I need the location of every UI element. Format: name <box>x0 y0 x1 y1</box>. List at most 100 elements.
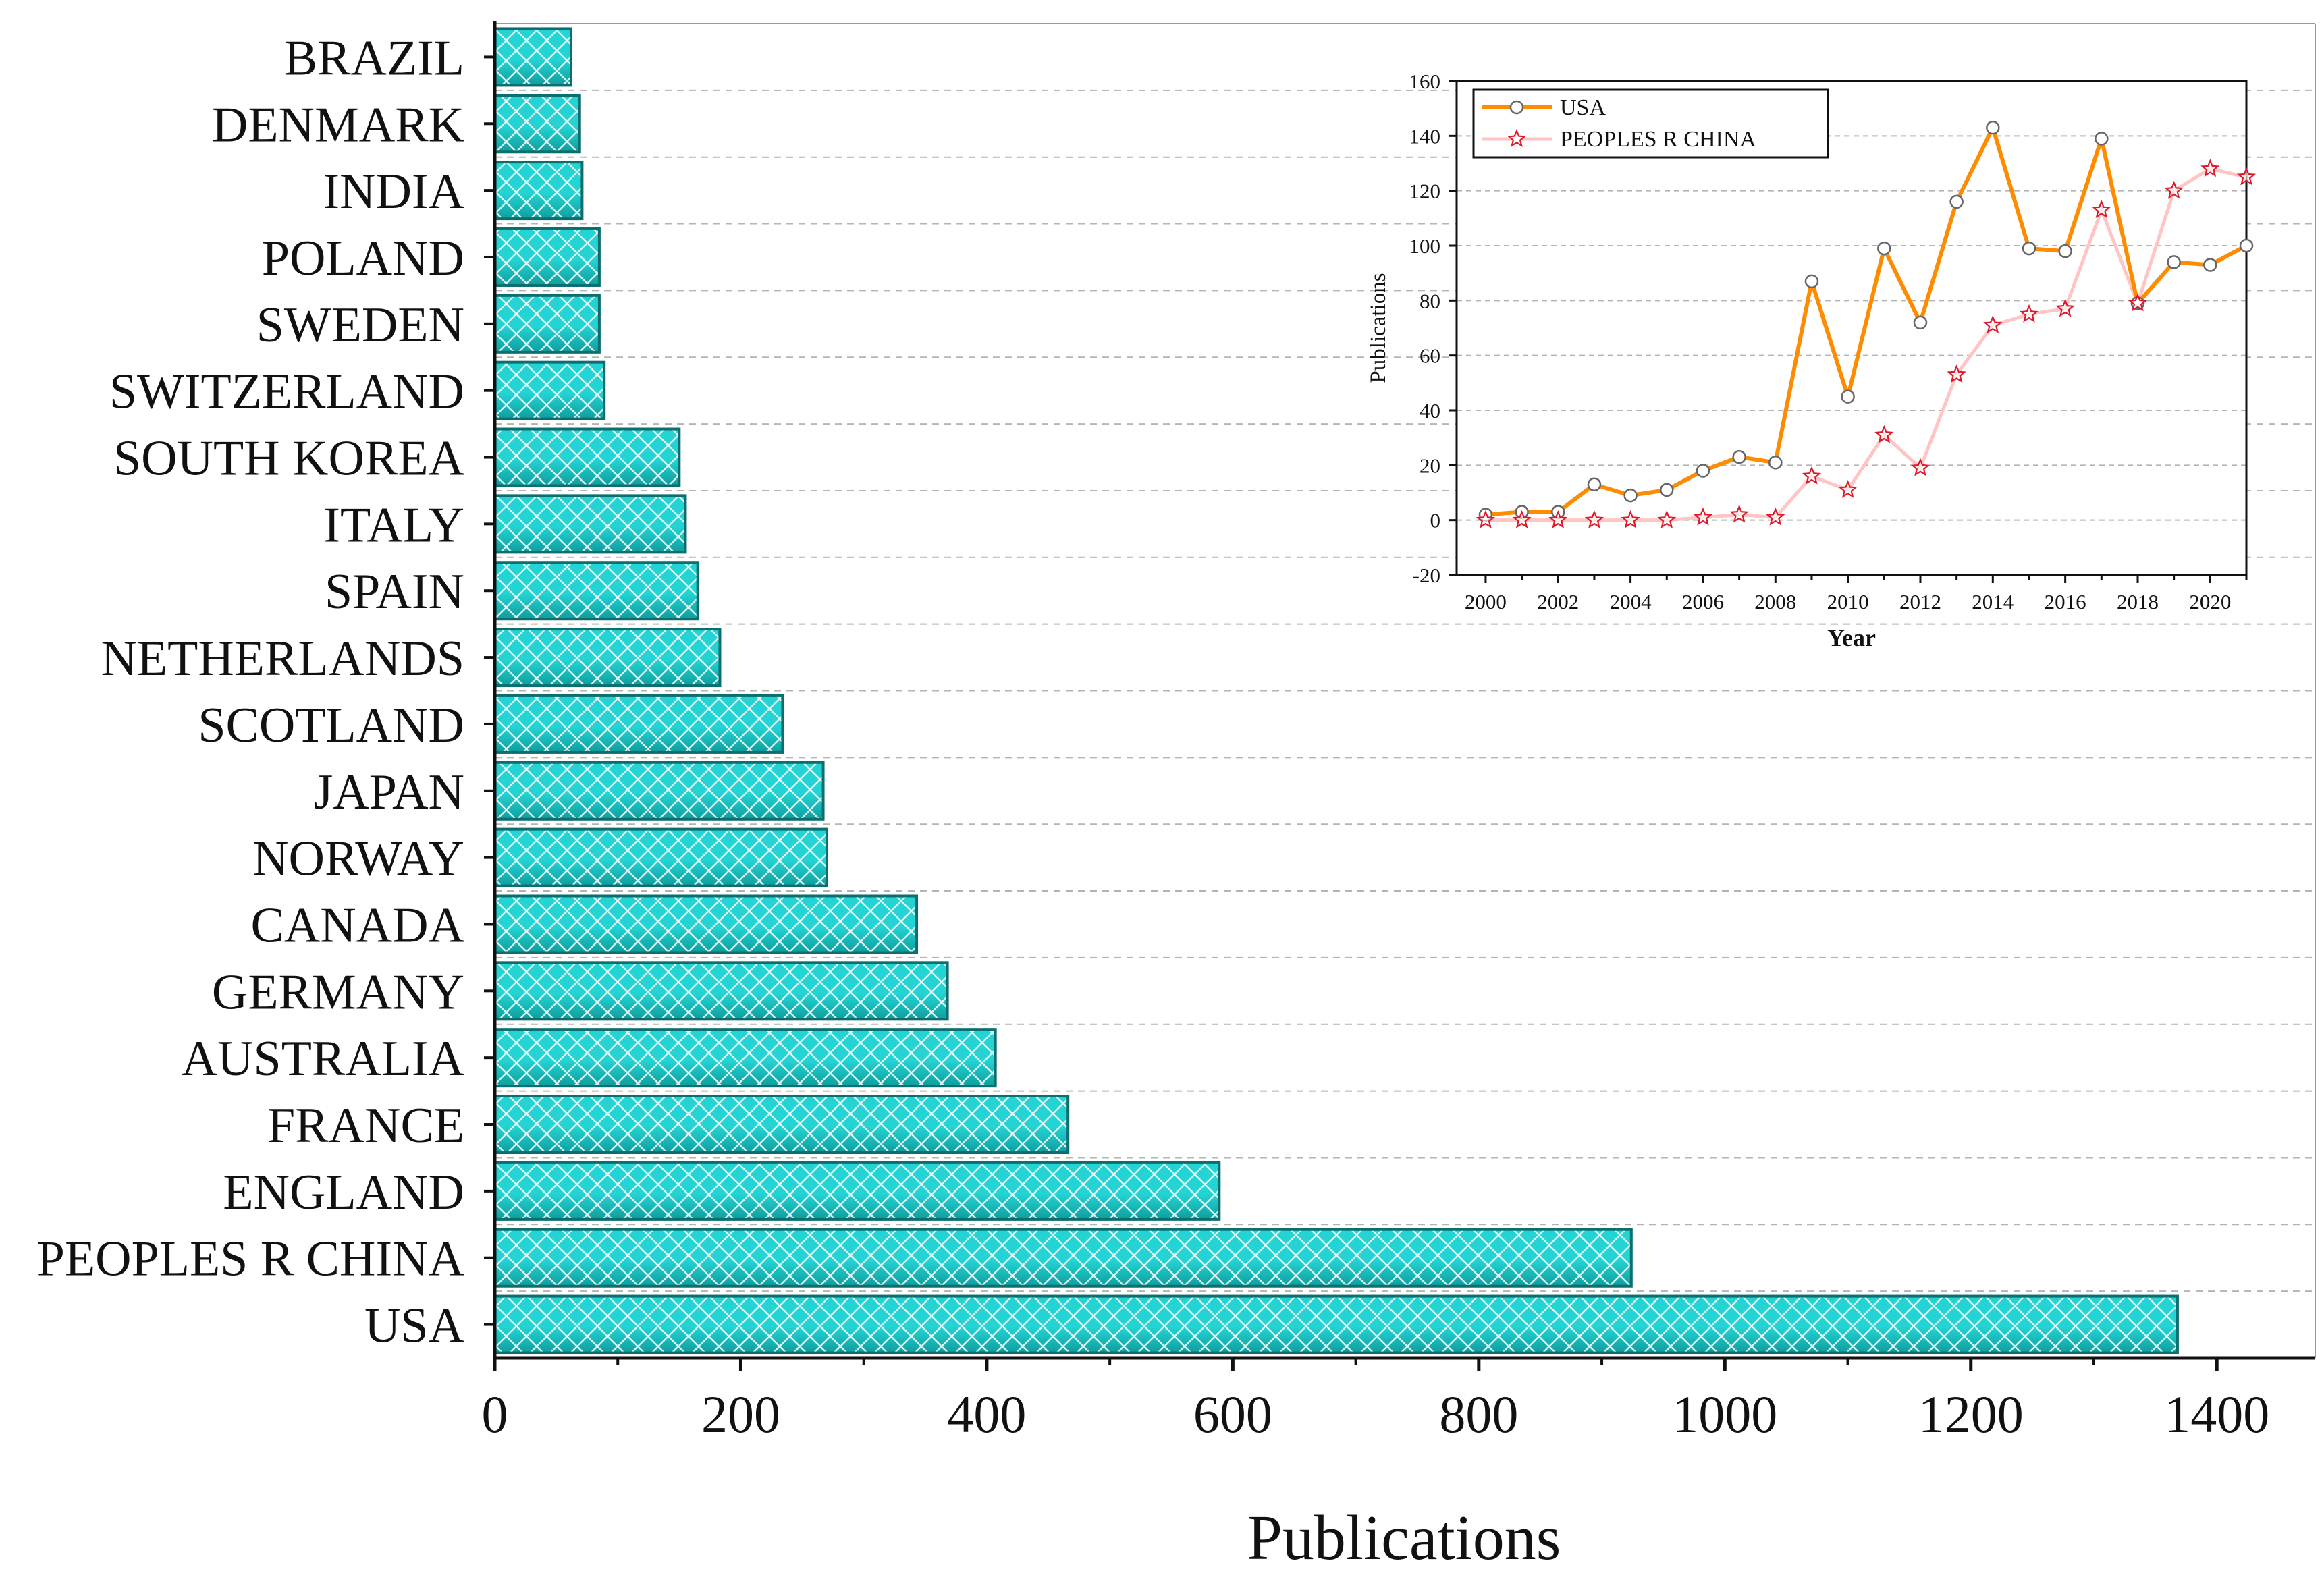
bar <box>493 360 606 420</box>
inset-y-tick-label: -20 <box>1413 564 1440 587</box>
inset-x-tick-label: 2016 <box>2045 590 2086 613</box>
usa-point <box>1696 464 1710 478</box>
usa-point <box>1732 449 1746 464</box>
usa-point <box>1623 488 1638 503</box>
china-point <box>1512 510 1532 528</box>
usa-point <box>2167 255 2181 269</box>
bar <box>493 427 681 487</box>
inset-x-tick-label: 2006 <box>1682 590 1724 613</box>
category-label: CANADA <box>250 898 464 953</box>
x-tick-label: 1400 <box>2164 1385 2269 1444</box>
bar <box>493 494 687 554</box>
bar <box>493 227 601 287</box>
china-point <box>1983 315 2003 333</box>
bar <box>493 961 949 1021</box>
usa-point <box>1877 241 1891 256</box>
china-point <box>1910 458 1930 476</box>
usa-point <box>1660 483 1674 497</box>
legend-label-usa: USA <box>1560 95 1606 120</box>
bar-peoples-r-china <box>493 1228 1633 1288</box>
china-point <box>1766 507 1785 526</box>
inset-x-tick-label: 2014 <box>1972 590 2014 613</box>
inset-y-tick-label: 60 <box>1420 344 1440 368</box>
bar-scotland <box>493 694 784 754</box>
bar-france <box>493 1095 1070 1155</box>
bar <box>493 1294 2179 1354</box>
bar-canada <box>493 894 919 954</box>
china-point <box>2200 159 2220 177</box>
bar-germany <box>493 961 949 1021</box>
bar <box>493 1095 1070 1155</box>
bar-spain <box>493 561 699 621</box>
inset-x-tick-label: 2020 <box>2189 590 2231 613</box>
usa-point <box>2095 132 2109 146</box>
china-point <box>1838 479 1858 498</box>
bar-netherlands <box>493 628 722 688</box>
series-line-usa <box>1485 121 2248 517</box>
china-point <box>1621 510 1640 528</box>
usa-point <box>1804 274 1819 289</box>
series-line-peoples-r-china <box>1485 167 2247 522</box>
inset-x-tick-label: 2000 <box>1465 590 1507 613</box>
inset-x-tick-label: 2008 <box>1754 590 1796 613</box>
bar <box>493 294 601 354</box>
usa-point <box>2022 241 2036 256</box>
category-label: FRANCE <box>267 1098 464 1153</box>
legend-label-china: PEOPLES R CHINA <box>1560 127 1756 152</box>
category-label: NETHERLANDS <box>101 631 464 686</box>
bar-brazil <box>493 27 572 87</box>
bar <box>493 27 572 87</box>
category-label: SPAIN <box>325 564 464 620</box>
inset-y-tick-label: 160 <box>1409 70 1441 93</box>
category-label: AUSTRALIA <box>182 1031 464 1087</box>
bar-poland <box>493 227 601 287</box>
china-point <box>1548 510 1568 528</box>
bar <box>493 561 699 621</box>
category-label: JAPAN <box>314 765 464 820</box>
bar-south-korea <box>493 427 681 487</box>
bar-switzerland <box>493 360 606 420</box>
category-label: POLAND <box>262 231 464 286</box>
inset-x-tick-label: 2004 <box>1610 590 1652 613</box>
x-tick-label: 1000 <box>1672 1385 1777 1444</box>
inset-y-tick-label: 0 <box>1430 509 1441 532</box>
category-label: BRAZIL <box>284 30 464 86</box>
usa-point <box>1587 477 1602 492</box>
bar-india <box>493 161 584 221</box>
bar-italy <box>493 494 687 554</box>
bar <box>493 1228 1633 1288</box>
usa-point <box>1986 120 2000 135</box>
category-label: SWITZERLAND <box>109 364 464 420</box>
inset-y-tick-label: 100 <box>1409 234 1441 258</box>
bar-usa <box>493 1294 2179 1354</box>
china-point <box>1693 507 1713 526</box>
inset-x-tick-label: 2018 <box>2117 590 2159 613</box>
x-tick-label: 1200 <box>1918 1385 2024 1444</box>
category-label: GERMANY <box>212 964 464 1020</box>
bar-denmark <box>493 94 581 154</box>
bar <box>493 94 581 154</box>
bar <box>493 894 919 954</box>
china-point <box>2019 304 2039 323</box>
inset-x-tick-label: 2012 <box>1899 590 1941 613</box>
china-point <box>2236 167 2257 186</box>
bar <box>493 694 784 754</box>
inset-x-axis-title: Year <box>1827 624 1876 651</box>
x-tick-label: 0 <box>482 1385 508 1444</box>
usa-point <box>1768 456 1783 470</box>
inset-y-axis-title: Publications <box>1366 273 1390 383</box>
inset-x-tick-label: 2002 <box>1537 590 1579 613</box>
bar <box>493 161 584 221</box>
category-label: INDIA <box>323 164 464 219</box>
usa-point <box>1913 315 1928 330</box>
category-label: ITALY <box>323 497 464 553</box>
inset-y-tick-label: 120 <box>1409 180 1441 203</box>
bar-australia <box>493 1028 997 1088</box>
category-label: ENGLAND <box>223 1165 464 1220</box>
china-point <box>1802 466 1822 485</box>
usa-point <box>1949 194 1964 209</box>
inset-y-tick-label: 80 <box>1420 289 1440 312</box>
china-point <box>1476 510 1496 528</box>
bar <box>493 1161 1221 1221</box>
